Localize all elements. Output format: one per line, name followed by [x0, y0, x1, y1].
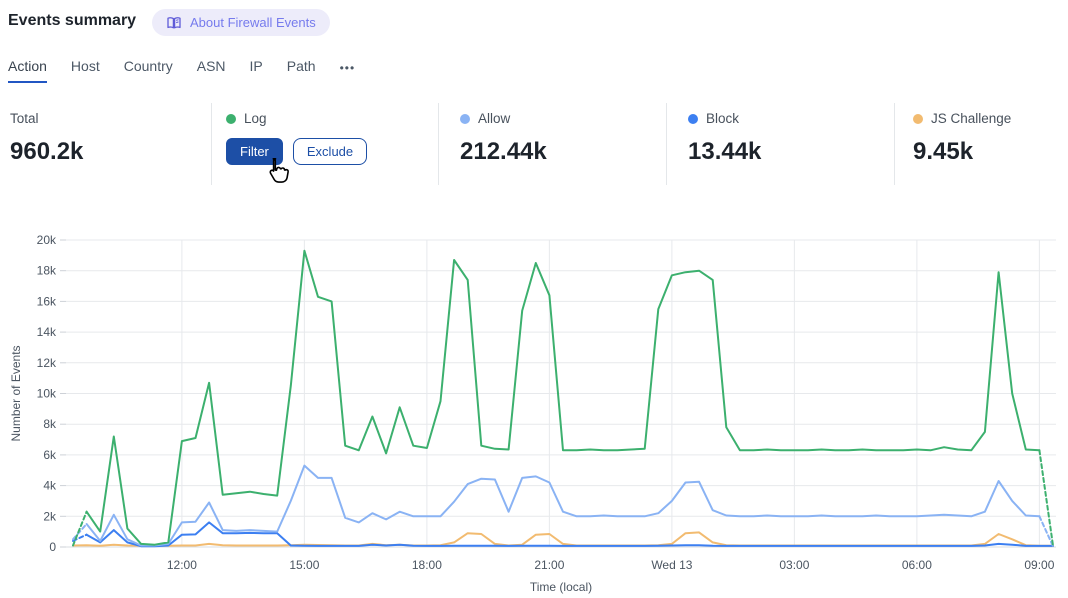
svg-text:Wed 13: Wed 13 [651, 558, 692, 572]
svg-text:09:00: 09:00 [1024, 558, 1054, 572]
stat-js-challenge: JS Challenge 9.45k [913, 105, 1011, 185]
svg-text:Number of Events: Number of Events [9, 345, 23, 441]
stat-allow-label: Allow [478, 111, 511, 126]
js-challenge-legend-dot [913, 113, 923, 124]
svg-text:14k: 14k [37, 325, 57, 339]
tab-country[interactable]: Country [123, 58, 173, 74]
book-icon [167, 16, 181, 28]
tab-ip[interactable]: IP [249, 58, 263, 74]
svg-text:16k: 16k [37, 294, 57, 308]
tab-host[interactable]: Host [70, 58, 100, 74]
stats-divider [666, 103, 667, 185]
stat-js-challenge-value: 9.45k [913, 138, 974, 165]
tabs-more-button[interactable]: ••• [339, 61, 356, 75]
stat-block-value: 13.44k [688, 138, 762, 165]
svg-text:21:00: 21:00 [534, 558, 564, 572]
svg-text:10k: 10k [37, 387, 57, 401]
allow-legend-dot [460, 113, 470, 124]
about-badge-label: About Firewall Events [190, 15, 316, 30]
svg-text:4k: 4k [43, 479, 57, 493]
stat-total-value: 960.2k [10, 138, 84, 165]
stat-total: Total 960.2k [10, 105, 83, 185]
svg-text:18:00: 18:00 [412, 558, 442, 572]
about-firewall-events-badge[interactable]: About Firewall Events [152, 9, 330, 36]
stat-block: Block 13.44k [688, 105, 761, 185]
exclude-button[interactable]: Exclude [292, 138, 368, 165]
svg-text:15:00: 15:00 [289, 558, 319, 572]
svg-text:18k: 18k [37, 264, 57, 278]
stat-block-label: Block [706, 111, 740, 126]
svg-text:Time (local): Time (local) [530, 580, 592, 594]
page-title: Events summary [8, 12, 137, 29]
stat-total-label: Total [10, 111, 39, 126]
stat-allow: Allow 212.44k [460, 105, 547, 185]
dimension-tabs: Action Host Country ASN IP Path ••• [8, 58, 355, 83]
log-legend-dot [226, 113, 236, 124]
tab-asn[interactable]: ASN [196, 58, 226, 74]
block-legend-dot [688, 113, 698, 124]
stats-divider [438, 103, 439, 185]
tab-path[interactable]: Path [286, 58, 316, 74]
svg-text:6k: 6k [43, 448, 57, 462]
svg-text:0: 0 [49, 540, 56, 554]
stat-js-challenge-label: JS Challenge [931, 111, 1012, 126]
svg-text:12k: 12k [37, 356, 57, 370]
stats-divider [894, 103, 895, 185]
tab-action[interactable]: Action [8, 58, 47, 83]
stat-allow-value: 212.44k [460, 138, 547, 165]
svg-text:03:00: 03:00 [779, 558, 809, 572]
stat-log-label: Log [244, 111, 267, 126]
svg-text:2k: 2k [43, 509, 57, 523]
svg-text:20k: 20k [37, 233, 57, 247]
stats-divider [211, 103, 212, 185]
svg-text:12:00: 12:00 [167, 558, 197, 572]
stat-log: Log Filter Exclude [226, 105, 368, 185]
svg-text:06:00: 06:00 [902, 558, 932, 572]
svg-text:8k: 8k [43, 417, 57, 431]
